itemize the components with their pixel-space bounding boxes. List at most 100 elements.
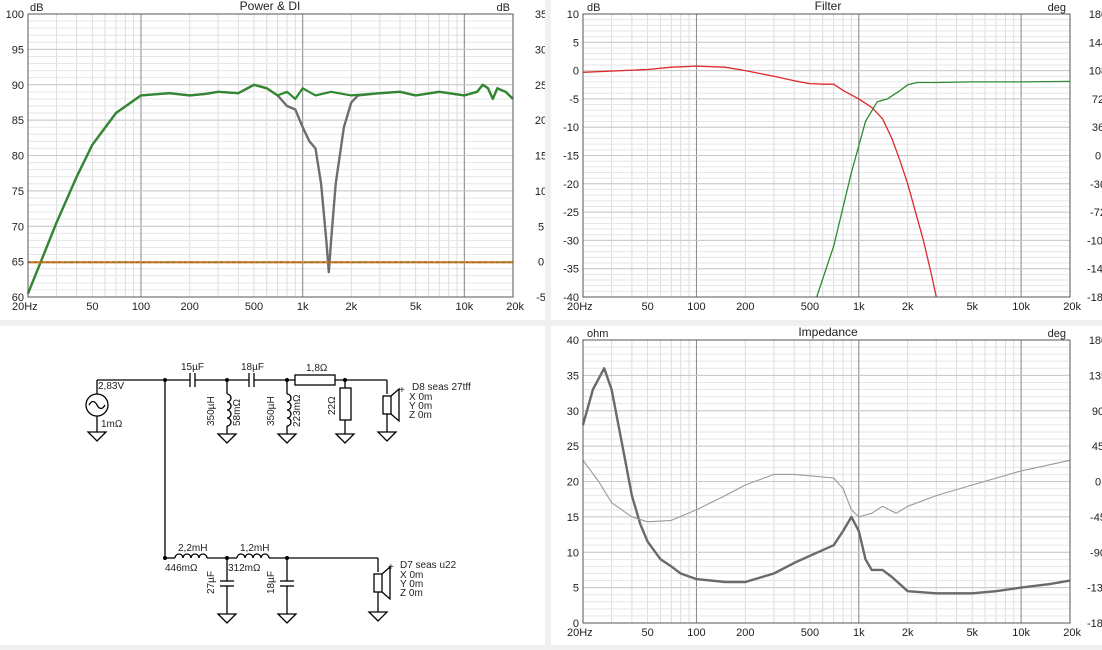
inductor-l2-icon (286, 393, 292, 427)
y-tick-label-left: 80 (12, 151, 24, 163)
x-tick-label: 20k (1063, 301, 1081, 313)
series-line (582, 459, 1071, 523)
tweeter-z-label: Z 0m (409, 410, 432, 421)
y-tick-label-right: 108 (1089, 66, 1102, 78)
y-tick-label-left: 100 (6, 9, 24, 21)
ground-icon (216, 613, 238, 624)
y-tick-label-left: -25 (563, 207, 579, 219)
x-tick-label: 5k (966, 627, 978, 639)
y-tick-label-left: 85 (12, 115, 24, 127)
y-tick-label-left: 60 (12, 292, 24, 304)
y-tick-label-left: 5 (573, 37, 579, 49)
c1-label: 15µF (181, 362, 204, 373)
x-tick-label: 5k (966, 301, 978, 313)
y-tick-label-right: 30 (535, 44, 545, 56)
y-tick-label-left: 0 (573, 618, 579, 630)
y-tick-label-left: 15 (567, 512, 579, 524)
x-tick-label: 20Hz (12, 301, 38, 313)
l4-value-label: 1,2mH (240, 543, 269, 554)
y-tick-label-right: 0 (1095, 151, 1101, 163)
y-tick-label-right: 135 (1089, 370, 1102, 382)
x-tick-label: 20Hz (567, 627, 593, 639)
chart-title: Power & DI (240, 0, 301, 13)
x-tick-label: 10k (1012, 627, 1030, 639)
chart-title: Impedance (798, 326, 858, 339)
x-tick-label: 20Hz (567, 301, 593, 313)
junction-dot (163, 378, 167, 382)
y-tick-label-right: 180 (1089, 9, 1102, 21)
y-tick-label-left: -30 (563, 235, 579, 247)
x-tick-label: 5k (410, 301, 422, 313)
source-resistance-label: 1mΩ (101, 419, 123, 430)
c2-label: 18µF (241, 362, 264, 373)
y-tick-label-left: 0 (573, 66, 579, 78)
y-tick-label-left: 10 (567, 9, 579, 21)
y-tick-label-right: 0 (1095, 477, 1101, 489)
ground-icon (276, 433, 298, 444)
y-tick-label-left: 65 (12, 257, 24, 269)
filter-panel: 20Hz 50 100 200 500 1k 2k 5k 10k 20k 10 5 0 -5 -10 -15-… (551, 0, 1102, 320)
y-tick-label-left: -20 (563, 179, 579, 191)
tweeter-name-label: D8 seas 27tff (412, 382, 471, 393)
y-tick-label-right: -5 (536, 292, 545, 304)
y-tick-label-left: 30 (567, 406, 579, 418)
source-voltage-label: 2,83V (98, 381, 124, 392)
y-tick-label-left: -40 (563, 292, 579, 304)
ground-icon (367, 611, 389, 622)
y-tick-label-right: -144 (1087, 264, 1102, 276)
woofer-z-label: Z 0m (400, 588, 423, 599)
woofer-plus: + (388, 562, 394, 573)
x-tick-label: 1k (297, 301, 309, 313)
voltage-source-wave (88, 400, 106, 410)
power-di-chart: 20Hz 50 100 200 500 1k 2k 5k 10k 20k1009590858075… (6, 0, 547, 313)
woofer-speaker-icon (373, 573, 383, 593)
y-tick-label-right: 25 (535, 80, 545, 92)
power-di-panel: 20Hz 50 100 200 500 1k 2k 5k 10k 20k 100 95 90 85 80 75… (0, 0, 547, 320)
y-tick-label-right: 0 (538, 257, 544, 269)
y-tick-label-right: 90 (1092, 406, 1102, 418)
l4-res-label: 312mΩ (228, 563, 261, 574)
y-tick-label-right: 72 (1092, 94, 1102, 106)
l2-res-label: 223mΩ (292, 394, 303, 427)
y-tick-label-right: -45 (1090, 512, 1102, 524)
series-line (582, 65, 937, 298)
ground-icon (276, 613, 298, 624)
inductor-l4-icon (236, 553, 270, 559)
y-tick-label-right: -90 (1090, 547, 1102, 559)
y-tick-label-right: -36 (1090, 179, 1102, 191)
ground-icon (86, 431, 108, 442)
y-tick-label-right: -72 (1090, 207, 1102, 219)
tweeter-cone (390, 387, 400, 423)
junction-dot (163, 556, 167, 560)
x-tick-label: 200 (736, 627, 754, 639)
x-tick-label: 500 (801, 627, 819, 639)
plot-frame (27, 13, 514, 298)
x-tick-label: 1k (853, 301, 865, 313)
x-tick-label: 20k (1063, 627, 1081, 639)
tweeter-speaker-icon (382, 395, 392, 415)
l1-value-label: 350µH (206, 396, 217, 426)
schematic-panel: 2,83V 1mΩ 15µF 18µF 1,8Ω 350µH 58mΩ 350µ… (0, 326, 545, 645)
x-tick-label: 20k (506, 301, 524, 313)
ground-icon (334, 433, 356, 444)
right-axis-unit: dB (497, 2, 510, 14)
x-tick-label: 500 (801, 301, 819, 313)
x-tick-label: 1k (853, 627, 865, 639)
impedance-panel: 20Hz 50 100 200 500 1k 2k 5k 10k 20k 40 35 30 25 20 15 1… (551, 325, 1102, 645)
y-tick-label-left: 10 (567, 547, 579, 559)
woofer-cone (381, 565, 391, 601)
x-tick-label: 50 (641, 627, 653, 639)
y-tick-label-right: 180 (1089, 335, 1102, 347)
x-tick-label: 10k (455, 301, 473, 313)
x-tick-label: 50 (86, 301, 98, 313)
x-tick-label: 10k (1012, 301, 1030, 313)
x-tick-label: 100 (132, 301, 150, 313)
junction-dot (343, 378, 347, 382)
junction-dot (285, 378, 289, 382)
plot-frame (582, 339, 1071, 624)
x-tick-label: 100 (687, 627, 705, 639)
tweeter-y-label: Y 0m (409, 401, 432, 412)
y-tick-label-right: -135 (1087, 583, 1102, 595)
y-tick-label-right: 5 (538, 221, 544, 233)
y-tick-label-right: -180 (1087, 618, 1102, 630)
